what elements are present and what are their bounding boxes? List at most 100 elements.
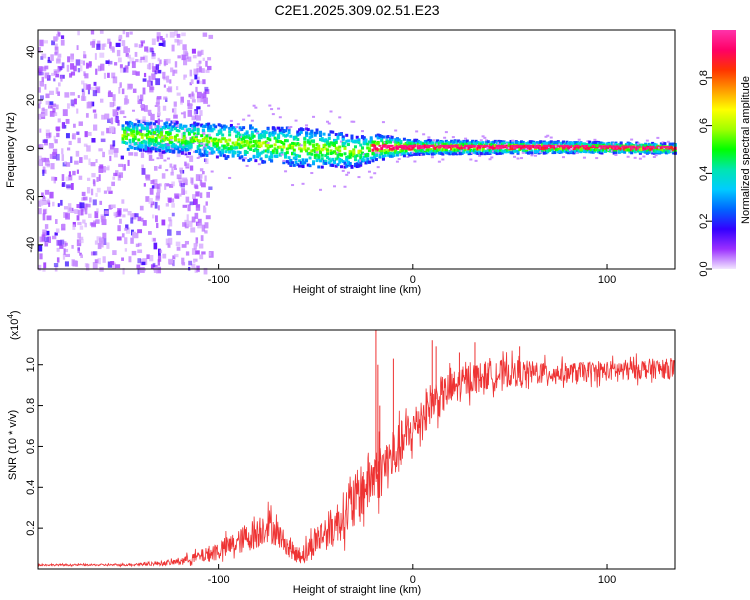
heatmap-cell xyxy=(670,147,674,151)
heatmap-cell xyxy=(200,123,204,127)
heatmap-cell xyxy=(180,101,183,105)
heatmap-cell xyxy=(458,146,462,150)
heatmap-cell xyxy=(186,129,190,133)
heatmap-cell xyxy=(605,142,609,146)
heatmap-cell xyxy=(236,131,240,135)
heatmap-cell xyxy=(600,141,604,145)
heatmap-cell xyxy=(385,140,389,144)
heatmap-cell xyxy=(157,255,162,262)
heatmap-cell xyxy=(100,131,105,136)
heatmap-cell xyxy=(362,155,366,159)
heatmap-cell xyxy=(628,142,632,146)
heatmap-cell xyxy=(219,130,223,134)
heatmap-cell xyxy=(567,141,571,145)
heatmap-cell xyxy=(266,142,270,146)
heatmap-cell xyxy=(156,112,161,116)
heatmap-cell xyxy=(280,148,284,152)
heatmap-cell xyxy=(638,150,642,154)
heatmap-cell xyxy=(54,232,58,236)
heatmap-cell xyxy=(202,79,206,85)
heatmap-cell xyxy=(204,175,207,182)
heatmap-cell xyxy=(301,182,305,185)
heatmap-cell xyxy=(131,125,135,129)
heatmap-cell xyxy=(563,148,567,152)
heatmap-cell xyxy=(277,133,281,137)
heatmap-cell xyxy=(182,140,186,144)
heatmap-cell xyxy=(558,145,562,149)
heatmap-cell xyxy=(42,213,46,221)
heatmap-cell xyxy=(289,146,293,150)
heatmap-cell xyxy=(65,118,70,124)
heatmap-cell xyxy=(621,145,625,148)
heatmap-cell xyxy=(156,69,159,74)
heatmap-cell xyxy=(92,262,98,269)
heatmap-cell xyxy=(127,159,130,166)
heatmap-cell xyxy=(95,68,98,75)
heatmap-cell xyxy=(90,162,96,167)
heatmap-cell xyxy=(418,151,422,155)
heatmap-cell xyxy=(66,147,71,151)
heatmap-cell xyxy=(575,141,579,145)
heatmap-cell xyxy=(551,144,555,147)
heatmap-cell xyxy=(444,139,448,143)
heatmap-cell xyxy=(55,58,61,64)
heatmap-cell xyxy=(464,137,468,140)
heatmap-cell xyxy=(143,105,148,112)
heatmap-cell xyxy=(174,61,178,68)
heatmap-cell xyxy=(229,145,233,149)
heatmap-cell xyxy=(493,149,497,153)
heatmap-cell xyxy=(178,193,182,197)
heatmap-cell xyxy=(474,139,478,143)
heatmap-cell xyxy=(394,145,398,149)
heatmap-cell xyxy=(72,133,76,140)
heatmap-cell xyxy=(574,141,578,145)
heatmap-cell xyxy=(180,96,184,103)
heatmap-cell xyxy=(110,46,115,51)
heatmap-cell xyxy=(111,181,116,187)
heatmap-cell xyxy=(490,141,494,145)
heatmap-cell xyxy=(153,242,158,250)
heatmap-cell xyxy=(82,60,85,66)
heatmap-cell xyxy=(408,153,412,157)
snr-y-axis-label: SNR (10 * v/v) xyxy=(7,410,19,480)
heatmap-cell xyxy=(296,142,300,146)
heatmap-cell xyxy=(159,154,164,160)
heatmap-cell xyxy=(287,131,291,135)
heatmap-cell xyxy=(238,156,242,160)
heatmap-cell xyxy=(359,163,363,167)
heatmap-cell xyxy=(183,74,186,80)
heatmap-cell xyxy=(499,151,503,155)
heatmap-cell xyxy=(116,106,121,110)
spectrogram-y-tick-label: -40 xyxy=(25,237,37,253)
heatmap-cell xyxy=(254,147,258,151)
heatmap-cell xyxy=(444,148,448,152)
heatmap-cell xyxy=(102,151,105,157)
heatmap-cell xyxy=(544,135,548,138)
heatmap-cell xyxy=(280,131,284,135)
heatmap-cell xyxy=(191,248,196,255)
heatmap-cell xyxy=(521,145,525,149)
heatmap-cell xyxy=(672,142,676,146)
heatmap-cell xyxy=(292,156,296,160)
heatmap-cell xyxy=(610,145,614,148)
heatmap-cell xyxy=(214,145,218,149)
heatmap-cell xyxy=(100,138,106,143)
heatmap-cell xyxy=(158,149,162,153)
heatmap-cell xyxy=(630,145,634,148)
heatmap-cell xyxy=(140,124,144,128)
heatmap-cell xyxy=(207,124,211,128)
heatmap-cell xyxy=(303,145,307,149)
heatmap-cell xyxy=(485,144,489,147)
heatmap-cell xyxy=(367,147,371,151)
heatmap-cell xyxy=(158,145,162,149)
heatmap-cell xyxy=(94,240,99,245)
heatmap-cell xyxy=(95,86,101,94)
heatmap-cell xyxy=(584,142,588,146)
heatmap-cell xyxy=(128,152,134,156)
heatmap-cell xyxy=(338,145,342,149)
heatmap-cell xyxy=(339,158,343,162)
heatmap-cell xyxy=(123,67,126,73)
heatmap-cell xyxy=(113,148,119,153)
heatmap-cell xyxy=(150,80,153,86)
heatmap-cell xyxy=(135,127,139,131)
